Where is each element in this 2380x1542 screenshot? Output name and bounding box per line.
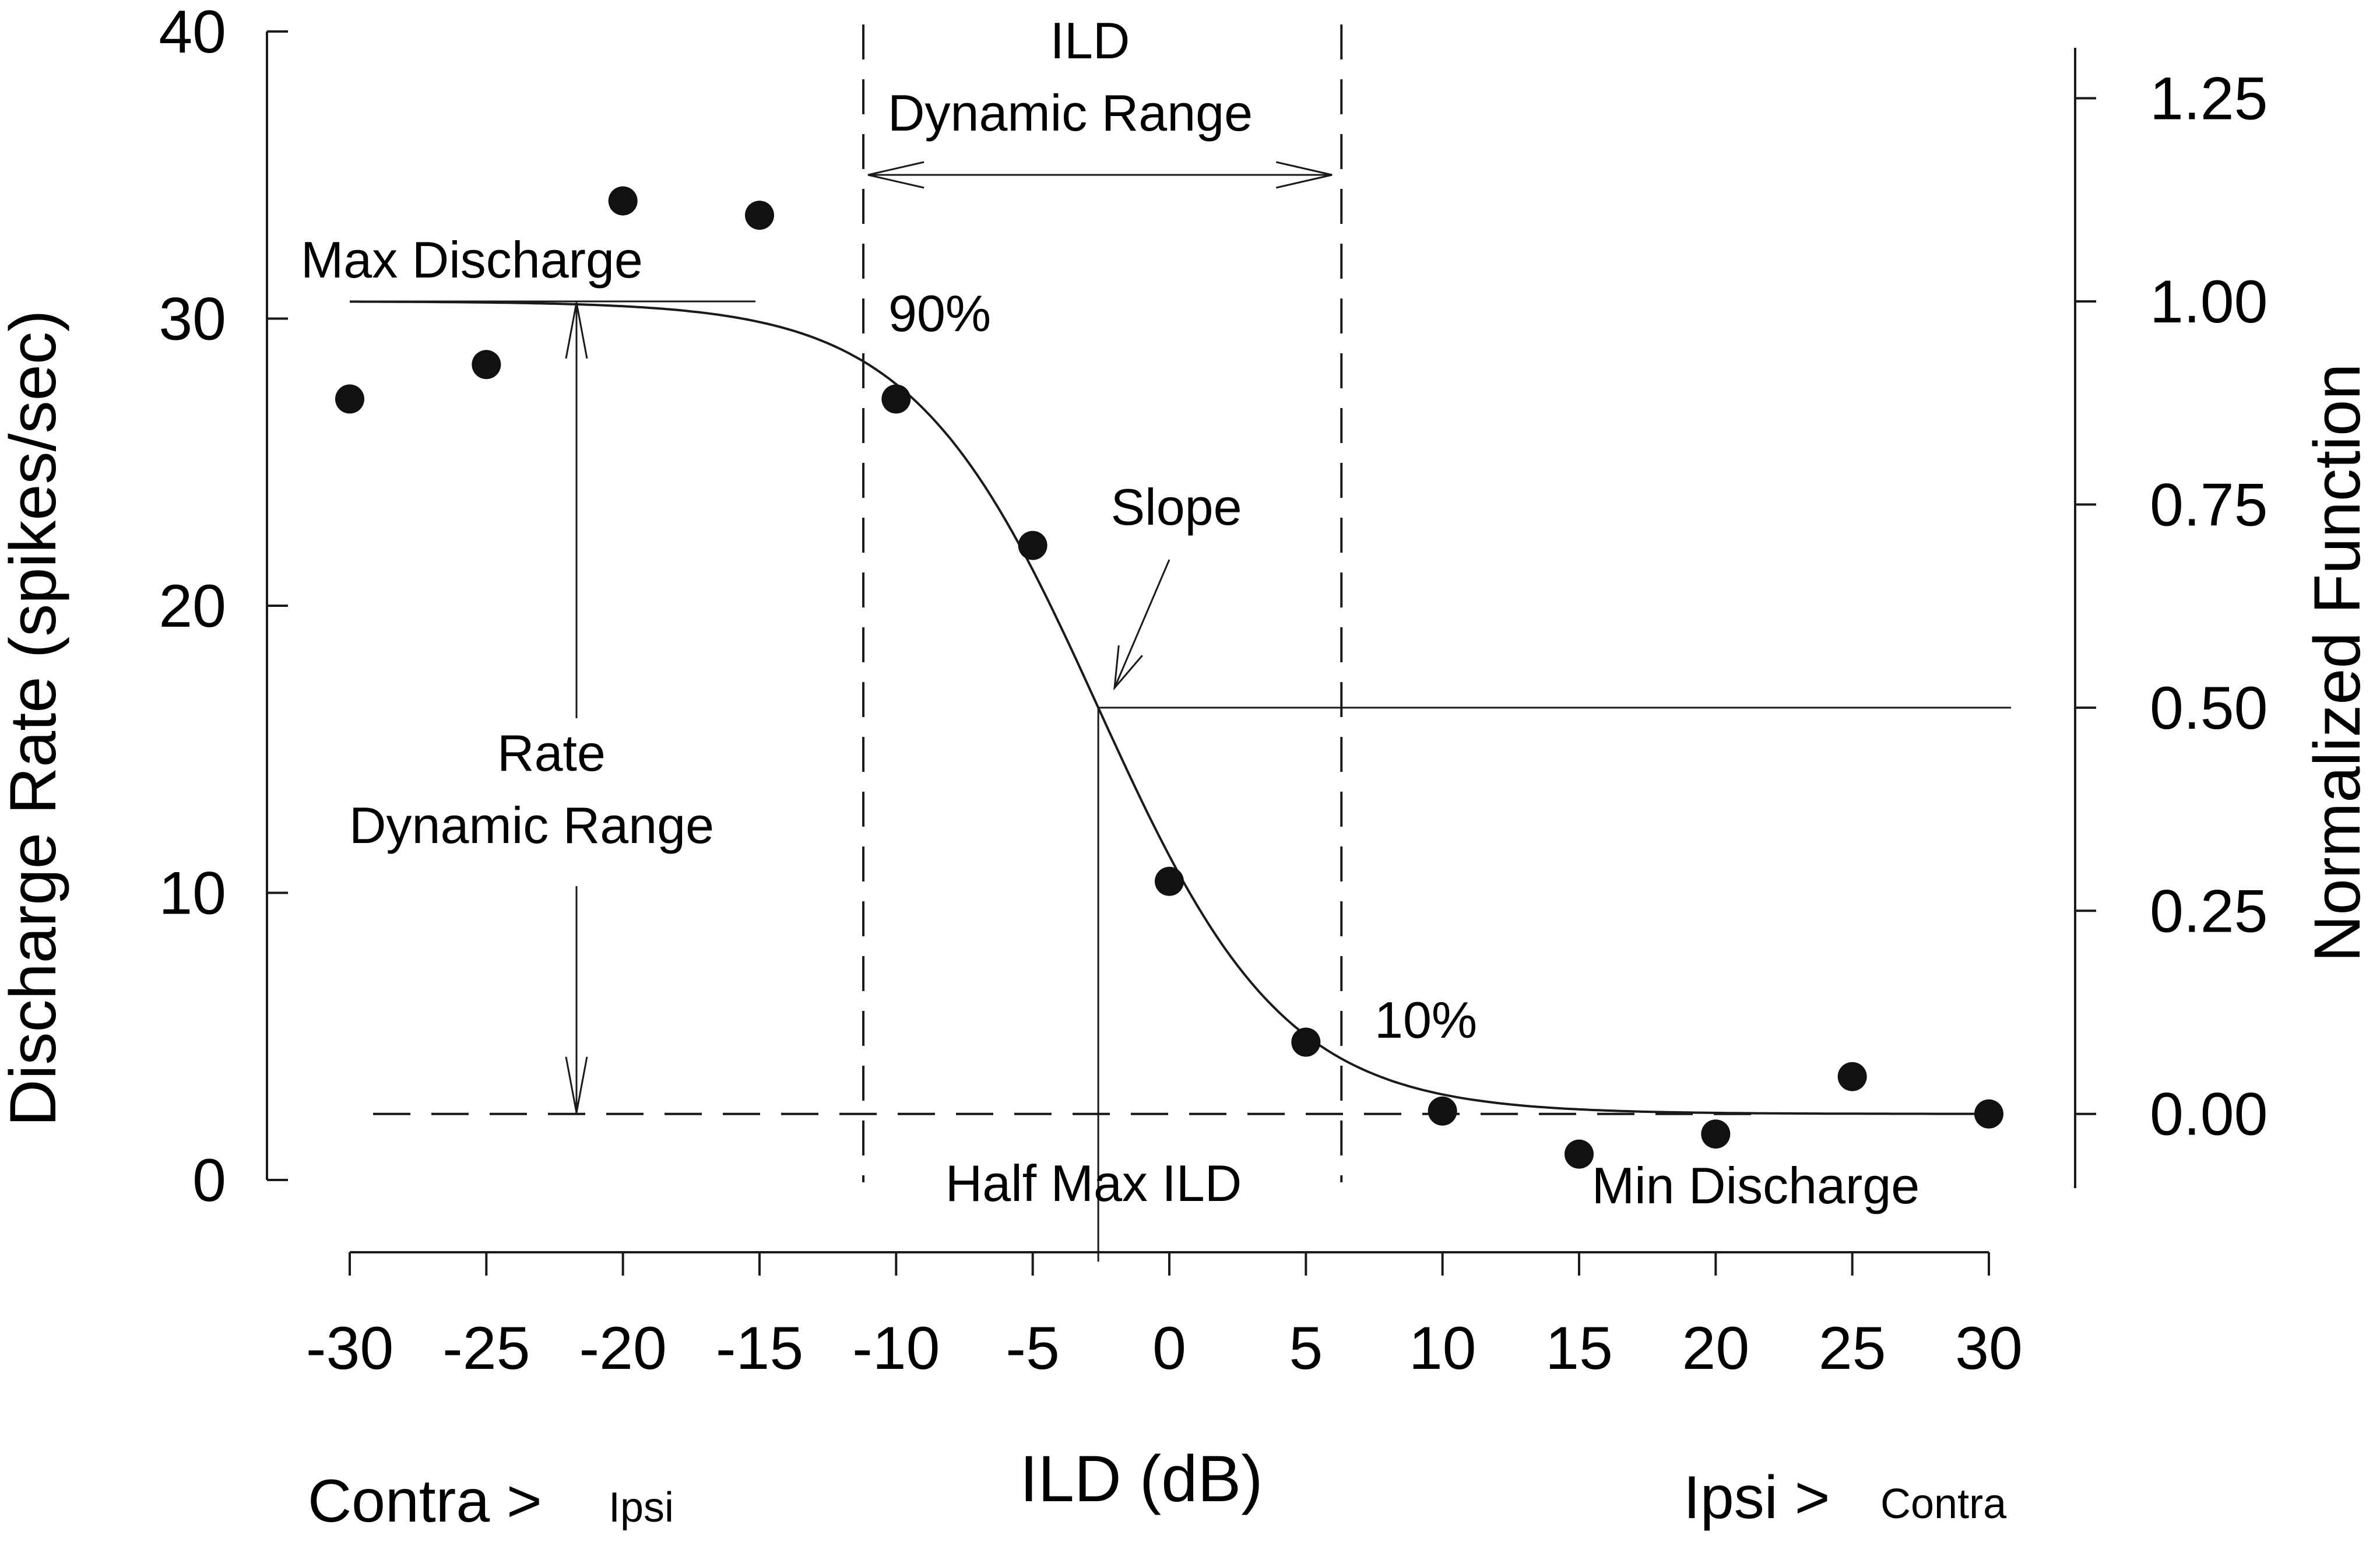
- y-tick-label: 20: [159, 572, 226, 640]
- slope-label: Slope: [1110, 478, 1242, 536]
- data-point: [608, 186, 638, 216]
- max-discharge-label: Max Discharge: [301, 231, 643, 289]
- axes: [266, 31, 2076, 1253]
- x-tick-label: 25: [1819, 1315, 1886, 1382]
- data-point: [1837, 1062, 1867, 1091]
- x-tick-label: -25: [442, 1315, 530, 1382]
- pct-10-label: 10%: [1374, 991, 1477, 1049]
- ild-range-title-1: ILD: [1050, 12, 1130, 69]
- y2-tick-label: 0.25: [2150, 877, 2267, 945]
- reference-lines: [350, 24, 2011, 1262]
- y2-tick-label: 0.75: [2150, 471, 2267, 539]
- direction-left-sub: Ipsi: [609, 1484, 674, 1531]
- data-point: [1701, 1119, 1731, 1149]
- rate-range-arrow-up-head: [565, 302, 588, 359]
- data-point: [472, 350, 501, 380]
- y2-tick-label: 1.00: [2150, 268, 2267, 336]
- direction-left-main: Contra >: [308, 1467, 542, 1535]
- fit-curve: [350, 300, 1989, 1115]
- data-points: [335, 186, 2003, 1169]
- x-tick-label: 30: [1955, 1315, 2023, 1382]
- ild-range-arrow-left-head: [867, 161, 924, 189]
- y2-tick-label: 0.00: [2150, 1081, 2267, 1148]
- x-tick-label: -5: [1006, 1315, 1059, 1382]
- y-tick-label: 10: [159, 860, 226, 928]
- min-discharge-label: Min Discharge: [1592, 1157, 1920, 1214]
- data-point: [1155, 866, 1184, 896]
- rate-range-arrow-down-head: [565, 1056, 588, 1113]
- x-tick-label: -30: [306, 1315, 393, 1382]
- y-tick-label: 30: [159, 286, 226, 353]
- x-tick-label: 10: [1409, 1315, 1476, 1382]
- y2-tick-label: 1.25: [2150, 65, 2267, 133]
- annotation-arrows: [565, 161, 1333, 1113]
- x-tick-label: -10: [852, 1315, 940, 1382]
- data-point: [1974, 1099, 2003, 1129]
- rate-range-label-1: Rate: [497, 724, 606, 782]
- ild-range-arrow-right-head: [1275, 161, 1333, 189]
- x-axis-title: ILD (dB): [1020, 1442, 1263, 1515]
- data-point: [335, 384, 364, 414]
- data-point: [745, 201, 774, 230]
- y-axis-title: Discharge Rate (spikes/sec): [0, 310, 69, 1127]
- half-max-ild-label: Half Max ILD: [945, 1154, 1242, 1212]
- y2-tick-label: 0.50: [2150, 675, 2267, 742]
- rate-range-label-2: Dynamic Range: [349, 796, 714, 854]
- data-point: [1018, 531, 1047, 560]
- x-tick-label: 0: [1152, 1315, 1186, 1382]
- direction-right-sub: Contra: [1880, 1481, 2007, 1527]
- y-tick-label: 0: [192, 1147, 226, 1214]
- data-point: [881, 384, 911, 414]
- data-point: [1291, 1027, 1321, 1057]
- data-point: [1565, 1139, 1594, 1169]
- x-tick-label: 20: [1682, 1315, 1749, 1382]
- slope-arrow-head: [1113, 645, 1143, 691]
- data-point: [1428, 1096, 1457, 1126]
- fit-curve-layer: [350, 300, 1989, 1115]
- x-tick-label: 15: [1545, 1315, 1613, 1382]
- ild-range-title-2: Dynamic Range: [888, 84, 1253, 142]
- y2-axis-title: Normalized Function: [2301, 363, 2374, 962]
- x-tick-label: 5: [1289, 1315, 1323, 1382]
- direction-right-main: Ipsi >: [1683, 1464, 1830, 1532]
- x-tick-label: -15: [716, 1315, 803, 1382]
- x-tick-label: -20: [579, 1315, 667, 1382]
- pct-90-label: 90%: [888, 284, 991, 342]
- y-tick-label: 40: [159, 0, 226, 66]
- slope-arrow-shaft: [1113, 559, 1170, 689]
